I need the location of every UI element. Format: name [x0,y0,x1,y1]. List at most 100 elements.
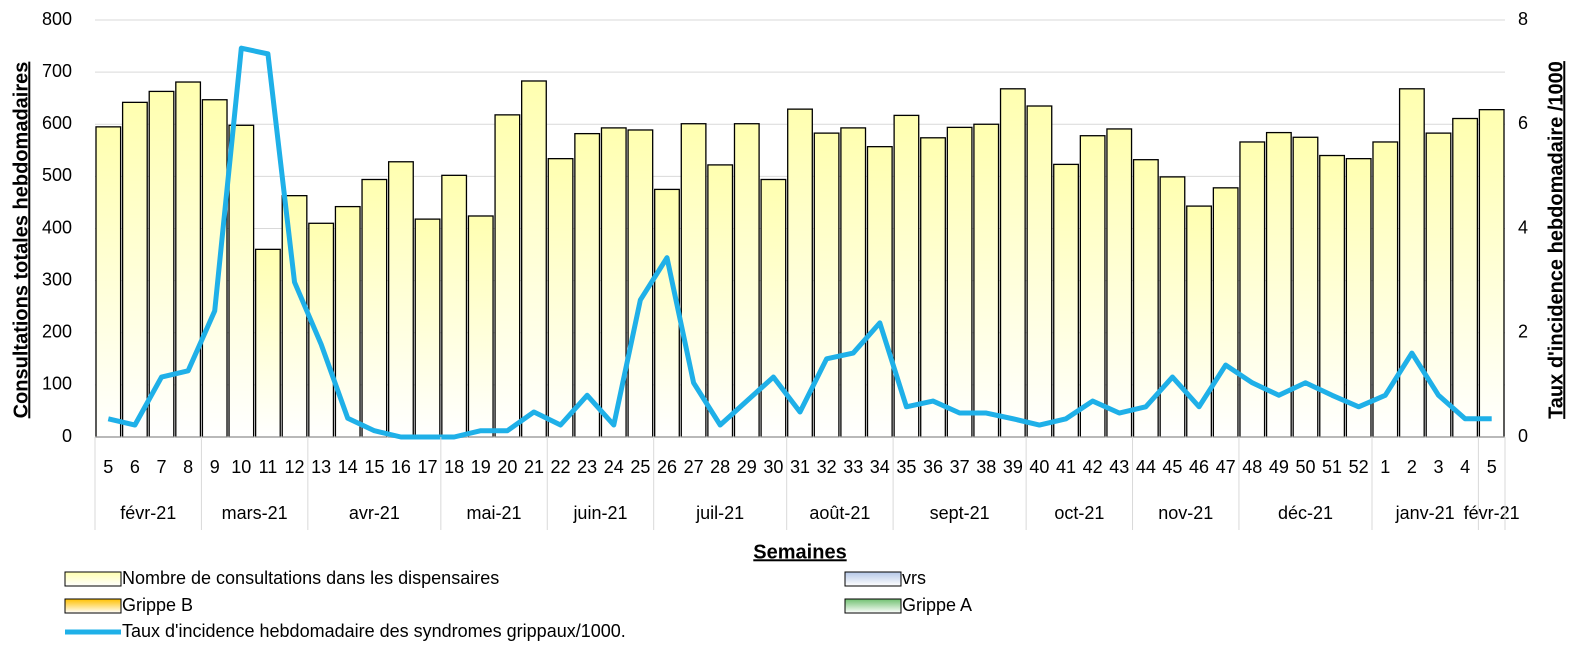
x-tick-label: 2 [1407,457,1417,477]
x-tick-label: 24 [604,457,624,477]
bar [387,161,414,438]
bar [946,126,973,438]
month-label: juin-21 [572,503,627,523]
x-tick-label: 11 [259,457,278,477]
x-tick-label: 31 [790,457,810,477]
x-tick-label: 47 [1216,457,1236,477]
bar [1079,135,1106,438]
legend-label: Taux d'incidence hebdomadaire des syndro… [122,621,626,641]
x-tick-label: 21 [524,457,544,477]
x-tick-label: 37 [950,457,970,477]
y-tick-label: 300 [42,269,72,289]
x-tick-label: 26 [657,457,677,477]
x-tick-label: 8 [183,457,193,477]
bar [148,90,175,438]
x-tick-label: 20 [497,457,517,477]
bar [254,248,281,438]
legend-swatch [64,571,122,587]
x-tick-label: 45 [1162,457,1182,477]
x-tick-label: 51 [1322,457,1342,477]
x-tick-label: 16 [391,457,411,477]
y2-axis-label: Taux d'incidence hebdomadaire /1000 [1545,61,1567,419]
x-tick-label: 33 [843,457,863,477]
y2-tick-label: 0 [1518,426,1528,446]
x-tick-label: 10 [231,457,251,477]
bar [547,158,574,438]
x-tick-label: 4 [1460,457,1470,477]
bar [920,137,946,438]
x-tick-label: 39 [1003,457,1023,477]
x-tick-label: 36 [923,457,943,477]
x-tick-label: 42 [1083,457,1103,477]
bar [866,146,893,438]
bar [1345,158,1372,438]
x-tick-label: 22 [551,457,571,477]
bar [893,114,920,438]
y-axis-label: Consultations totales hebdomadaires [10,62,32,419]
bar [999,88,1026,438]
bar [1053,163,1079,438]
x-tick-label: 40 [1029,457,1049,477]
y-tick-label: 600 [42,113,72,133]
line-series [107,45,1492,440]
x-tick-label: 48 [1242,457,1262,477]
legend-label: vrs [902,568,926,588]
bar [1292,136,1319,438]
x-tick-label: 5 [103,457,113,477]
x-tick-label: 17 [418,457,438,477]
bar [574,132,601,438]
legend-label: Grippe B [122,595,193,615]
y-tick-label: 500 [42,165,72,185]
x-tick-label: 13 [311,457,331,477]
month-label: mai-21 [467,503,522,523]
month-label: oct-21 [1054,503,1104,523]
x-tick-label: 28 [710,457,730,477]
x-tick-label: 46 [1189,457,1209,477]
bar [467,215,494,438]
x-tick-label: 30 [763,457,783,477]
bar [1265,131,1292,438]
x-tick-label: 52 [1349,457,1369,477]
bar [1212,187,1239,438]
y2-tick-label: 2 [1518,322,1528,342]
bar [1159,176,1186,438]
bar [1372,141,1399,438]
x-tick-label: 49 [1269,457,1289,477]
bar [760,178,787,438]
bar [521,80,547,438]
bar [654,188,680,438]
legend-swatch [844,598,902,614]
x-tick-label: 43 [1109,457,1129,477]
x-tick-label: 3 [1433,457,1443,477]
y-tick-label: 400 [42,217,72,237]
bar [414,218,441,438]
y2-tick-label: 8 [1518,9,1528,29]
month-label: déc-21 [1278,503,1333,523]
month-label: juil-21 [695,503,744,523]
x-tick-label: 38 [976,457,996,477]
x-tick-label: 14 [338,457,358,477]
x-tick-label: 7 [157,457,167,477]
bar [1452,117,1479,438]
x-tick-label: 1 [1380,457,1390,477]
bar [95,126,122,438]
bar [308,222,335,438]
legend-swatch [844,571,902,587]
x-tick-label: 25 [630,457,650,477]
bar [973,123,1000,438]
legend-label: Grippe A [902,595,972,615]
bar [1478,109,1505,438]
y-tick-label: 700 [42,61,72,81]
y-tick-label: 800 [42,9,72,29]
bar [1106,128,1133,438]
x-tick-label: 32 [817,457,837,477]
x-tick-label: 34 [870,457,890,477]
x-tick-label: 19 [471,457,491,477]
x-tick-label: 9 [210,457,220,477]
x-tick-label: 23 [577,457,597,477]
y-tick-label: 200 [42,322,72,342]
y-tick-label: 100 [42,374,72,394]
x-tick-label: 6 [130,457,140,477]
y2-tick-label: 6 [1518,113,1528,133]
